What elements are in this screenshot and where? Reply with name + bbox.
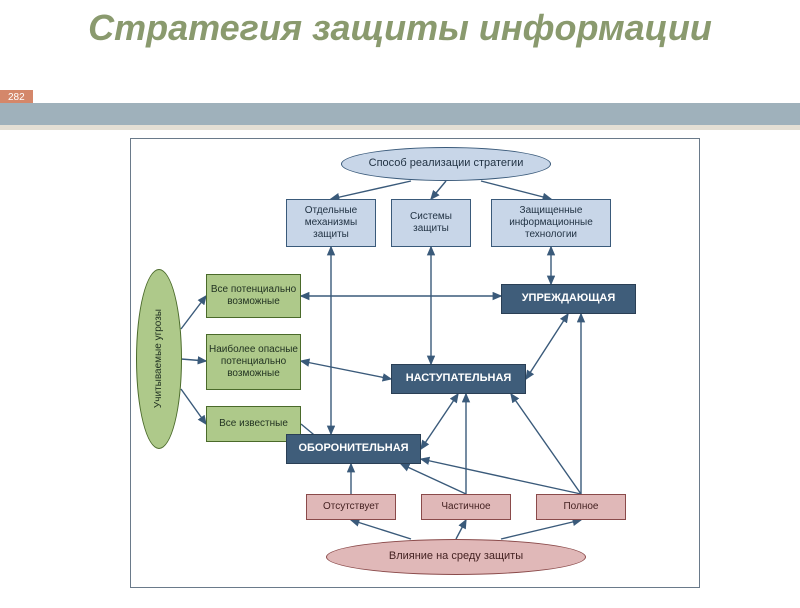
page-title: Стратегия защиты информации xyxy=(0,8,800,48)
node-s_def: ОБОРОНИТЕЛЬНАЯ xyxy=(286,434,421,464)
node-inf1: Отсутствует xyxy=(306,494,396,520)
decor-bar-2 xyxy=(0,125,800,130)
decor-bar-1 xyxy=(0,103,800,125)
node-m3: Защищенные информационные технологии xyxy=(491,199,611,247)
node-left_ellipse: Учитываемые угрозы xyxy=(136,269,182,449)
node-g2: Наиболее опасные потенциально возможные xyxy=(206,334,301,390)
node-bot_ellipse: Влияние на среду защиты xyxy=(326,539,586,575)
node-m2: Системы защиты xyxy=(391,199,471,247)
node-top_ellipse: Способ реализации стратегии xyxy=(341,147,551,181)
node-g1: Все потенциально возможные xyxy=(206,274,301,318)
node-s_pre: УПРЕЖДАЮЩАЯ xyxy=(501,284,636,314)
diagram-container: Способ реализации стратегии Отдельные мех… xyxy=(130,138,700,588)
diagram-nodes: Способ реализации стратегии Отдельные мех… xyxy=(131,139,699,587)
node-inf3: Полное xyxy=(536,494,626,520)
node-m1: Отдельные механизмы защиты xyxy=(286,199,376,247)
node-s_off: НАСТУПАТЕЛЬНАЯ xyxy=(391,364,526,394)
node-inf2: Частичное xyxy=(421,494,511,520)
